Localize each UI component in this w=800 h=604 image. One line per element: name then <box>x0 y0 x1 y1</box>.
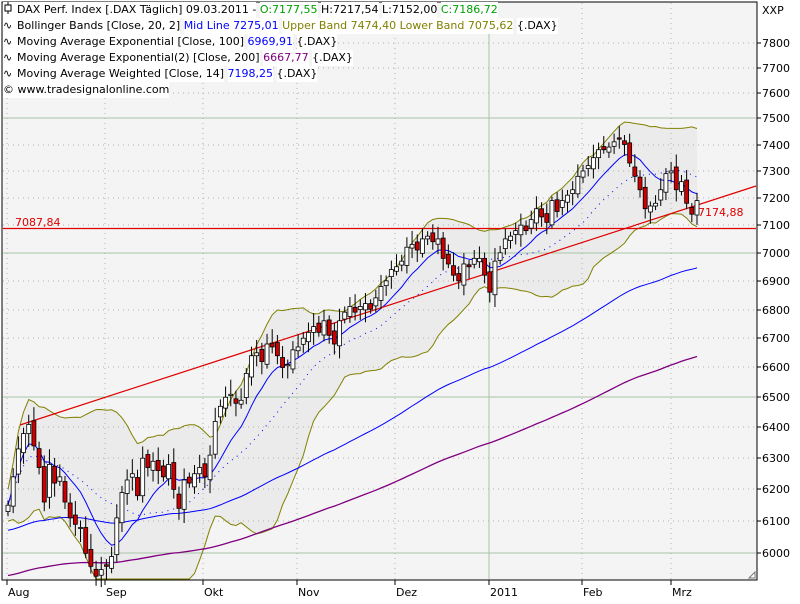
legend-ema200[interactable]: ∿ Moving Average Exponential(2) [Close, 2… <box>3 50 558 66</box>
bollinger-bands-value: Upper Band 7474,40 Lower Band 7075,62 <box>282 18 514 34</box>
annotation-lines[interactable] <box>3 185 757 426</box>
trendline[interactable] <box>19 185 757 426</box>
wma-line <box>7 153 698 546</box>
copyright: © www.tradesignalonline.com <box>3 82 558 98</box>
x-tick-label: 2011 <box>490 586 518 599</box>
copyright-text: © www.tradesignalonline.com <box>3 82 170 98</box>
legend-bollinger[interactable]: ∿ Bollinger Bands [Close, 20, 2] Mid Line… <box>3 18 558 34</box>
x-axis: Aug Sep Okt Nov Dez 2011 Feb Mrz <box>6 580 692 599</box>
open-value: O:7177,55 <box>259 2 318 18</box>
x-tick-label: Okt <box>204 586 224 599</box>
y-tick-label: 7500 <box>762 112 790 125</box>
indicator-name: Moving Average Weighted [Close, 14] <box>17 66 225 82</box>
ema100-value: 6969,91 <box>247 34 293 50</box>
legend-wma[interactable]: ∿ Moving Average Weighted [Close, 14] 719… <box>3 66 558 82</box>
symbol-suffix: {.DAX} <box>516 18 558 34</box>
y-tick-label: 6600 <box>762 361 790 374</box>
symbol-suffix: {.DAX} <box>312 50 353 66</box>
high-value: H:7217,54 <box>321 2 379 18</box>
symbol-suffix: {.DAX} <box>296 34 338 50</box>
y-axis: 7800 7700 7600 7500 7400 7300 7200 7100 7000 6900… <box>757 37 790 560</box>
y-tick-label: 6400 <box>762 421 790 434</box>
symbol-suffix: {.DAX} <box>276 66 318 82</box>
x-tick-label: Mrz <box>672 586 692 599</box>
line-indicator-icon: ∿ <box>3 34 17 50</box>
grid-lines <box>3 3 756 579</box>
y-tick-label: 7100 <box>762 219 790 232</box>
y-tick-label: 7300 <box>762 165 790 178</box>
y-tick-label: 6900 <box>762 275 790 288</box>
candlestick-icon <box>3 1 17 19</box>
bollinger-lower-line <box>7 213 698 580</box>
x-tick-label: Aug <box>8 586 29 599</box>
indicator-name: Moving Average Exponential [Close, 100] <box>17 34 244 50</box>
y-tick-label: 6000 <box>762 547 790 560</box>
y-tick-label: 7600 <box>762 87 790 100</box>
line-indicator-icon: ∿ <box>3 18 17 34</box>
y-tick-label: 7700 <box>762 62 790 75</box>
bollinger-mid-value: Mid Line 7275,01 <box>183 18 279 34</box>
legend-ema100[interactable]: ∿ Moving Average Exponential [Close, 100]… <box>3 34 558 50</box>
y-tick-label: 6700 <box>762 332 790 345</box>
trendline-price-label: 7174,88 <box>698 206 744 219</box>
y-axis-unit: XXP <box>762 4 784 17</box>
y-tick-label: 7000 <box>762 247 790 260</box>
ema200-line <box>7 355 698 577</box>
wma-value: 7198,25 <box>227 66 274 82</box>
x-tick-label: Feb <box>583 586 602 599</box>
x-tick-label: Nov <box>298 586 320 599</box>
indicator-name: Moving Average Exponential(2) [Close, 20… <box>17 50 260 66</box>
y-tick-label: 6200 <box>762 483 790 496</box>
ema200-value: 6667,77 <box>263 50 309 66</box>
indicator-name: Bollinger Bands [Close, 20, 2] <box>17 18 181 34</box>
y-tick-label: 6300 <box>762 452 790 465</box>
candlesticks <box>5 126 700 588</box>
y-tick-label: 7800 <box>762 37 790 50</box>
resize-grip-icon[interactable] <box>747 570 756 579</box>
legend-instrument[interactable]: DAX Perf. Index [.DAX Täglich] 09.03.201… <box>3 1 558 19</box>
y-tick-label: 6800 <box>762 304 790 317</box>
chart-legend: DAX Perf. Index [.DAX Täglich] 09.03.201… <box>3 1 558 98</box>
line-indicator-icon: ∿ <box>3 50 17 66</box>
bollinger-band-fill <box>8 122 697 579</box>
y-tick-label: 7200 <box>762 192 790 205</box>
y-tick-label: 7400 <box>762 139 790 152</box>
hline-price-label: 7087,84 <box>15 216 61 229</box>
y-tick-label: 6500 <box>762 391 790 404</box>
x-tick-label: Dez <box>396 586 417 599</box>
y-tick-label: 6100 <box>762 515 790 528</box>
line-indicator-icon: ∿ <box>3 66 17 82</box>
low-value: L:7152,00 <box>382 2 438 18</box>
x-tick-label: Sep <box>106 586 127 599</box>
bollinger-upper-line <box>7 121 698 490</box>
instrument-name: DAX Perf. Index [.DAX Täglich] 09.03.201… <box>17 2 257 18</box>
close-value: C:7186,72 <box>440 2 498 18</box>
